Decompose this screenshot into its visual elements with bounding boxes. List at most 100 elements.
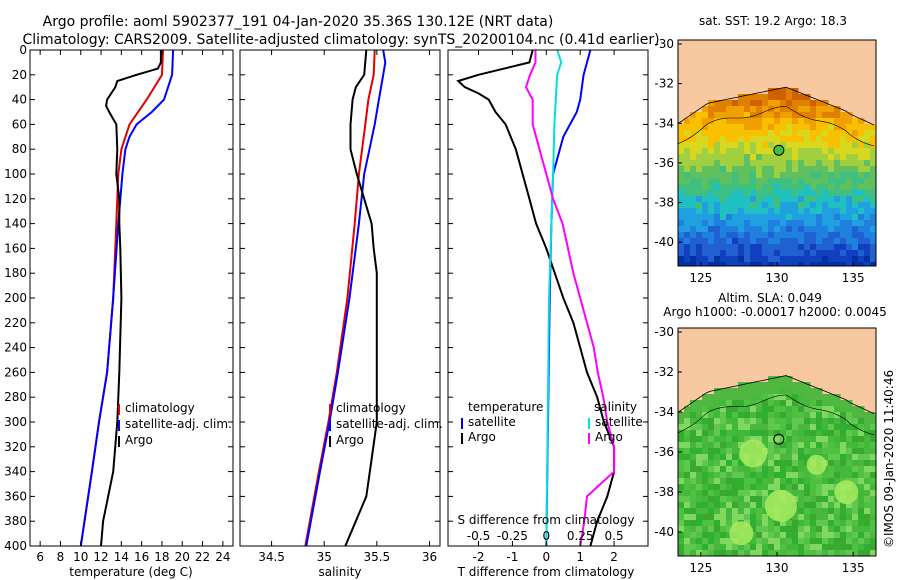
map-cell xyxy=(822,418,829,425)
map-cell xyxy=(696,238,703,245)
map-cell xyxy=(798,136,805,143)
map-cell xyxy=(828,226,835,233)
map-cell xyxy=(756,478,763,485)
map-cell xyxy=(840,142,847,149)
map-cell xyxy=(684,442,691,449)
map-cell xyxy=(696,148,703,155)
map-cell xyxy=(810,412,817,419)
map-cell xyxy=(798,430,805,437)
temperature-frame xyxy=(29,49,234,547)
map-cell xyxy=(810,406,817,413)
map-cell xyxy=(852,460,859,467)
map-cell xyxy=(702,496,709,503)
map-cell xyxy=(852,214,859,221)
map-cell xyxy=(804,544,811,551)
map-cell xyxy=(690,400,697,407)
y-tick-label: 300 xyxy=(4,415,27,429)
map-cell xyxy=(780,190,787,197)
map-cell xyxy=(738,544,745,551)
map-cell xyxy=(720,238,727,245)
map-cell xyxy=(744,550,751,556)
map-cell xyxy=(714,112,721,119)
map-cell xyxy=(684,142,691,149)
map-cell xyxy=(678,460,685,467)
map-cell xyxy=(726,466,733,473)
map-cell xyxy=(732,226,739,233)
map-cell xyxy=(708,190,715,197)
map-cell xyxy=(786,454,793,461)
map-cell xyxy=(678,430,685,437)
map-cell xyxy=(864,478,871,485)
map-cell xyxy=(774,202,781,209)
map-cell xyxy=(714,262,721,266)
map-cell xyxy=(768,238,775,245)
map-cell xyxy=(858,442,865,449)
map-cell xyxy=(756,490,763,497)
map-cell xyxy=(792,532,799,539)
map-cell xyxy=(738,412,745,419)
map-cell xyxy=(816,100,823,107)
map-cell xyxy=(834,544,841,551)
map-cell xyxy=(846,508,853,515)
map-cell xyxy=(822,172,829,179)
map-cell xyxy=(726,262,733,266)
map-cell xyxy=(828,166,835,173)
map-cell xyxy=(696,178,703,185)
map-cell xyxy=(762,172,769,179)
map-cell xyxy=(852,472,859,479)
map-cell xyxy=(822,400,829,407)
map-cell xyxy=(834,478,841,485)
map-cell xyxy=(792,526,799,533)
map-cell xyxy=(804,394,811,401)
map-cell xyxy=(702,142,709,149)
map-cell xyxy=(684,544,691,551)
map-cell xyxy=(870,466,876,473)
map-cell xyxy=(744,214,751,221)
map-cell xyxy=(720,394,727,401)
map-cell xyxy=(696,490,703,497)
map-cell xyxy=(858,136,865,143)
map-cell xyxy=(780,394,787,401)
map-cell xyxy=(732,106,739,113)
map-cell xyxy=(840,202,847,209)
map-cell xyxy=(756,202,763,209)
map-cell xyxy=(846,472,853,479)
map-cell xyxy=(726,148,733,155)
map-cell xyxy=(732,418,739,425)
map-cell xyxy=(792,148,799,155)
map-cell xyxy=(696,190,703,197)
map-cell xyxy=(708,430,715,437)
map-cell xyxy=(810,250,817,257)
map-cell xyxy=(756,418,763,425)
map-cell xyxy=(816,154,823,161)
map-cell xyxy=(744,478,751,485)
map-cell xyxy=(756,250,763,257)
map-cell xyxy=(750,124,757,131)
map-cell xyxy=(738,442,745,449)
map-cell xyxy=(834,532,841,539)
map-cell xyxy=(720,262,727,266)
map-cell xyxy=(708,118,715,125)
map-cell xyxy=(834,190,841,197)
map-cell xyxy=(798,436,805,443)
map-cell xyxy=(720,136,727,143)
map-cell xyxy=(840,448,847,455)
map-cell xyxy=(798,520,805,527)
map-cell xyxy=(816,412,823,419)
map-cell xyxy=(810,244,817,251)
map-cell xyxy=(756,400,763,407)
map-cell xyxy=(684,148,691,155)
map-cell xyxy=(786,196,793,203)
map-cell xyxy=(678,184,685,191)
map-cell xyxy=(726,130,733,137)
map-cell xyxy=(684,214,691,221)
map-cell xyxy=(750,148,757,155)
map-cell xyxy=(762,190,769,197)
map-cell xyxy=(684,496,691,503)
map-cell xyxy=(720,436,727,443)
map-cell xyxy=(720,142,727,149)
map-cell xyxy=(690,148,697,155)
map-cell xyxy=(720,484,727,491)
map-cell xyxy=(798,106,805,113)
map-cell xyxy=(858,550,865,556)
